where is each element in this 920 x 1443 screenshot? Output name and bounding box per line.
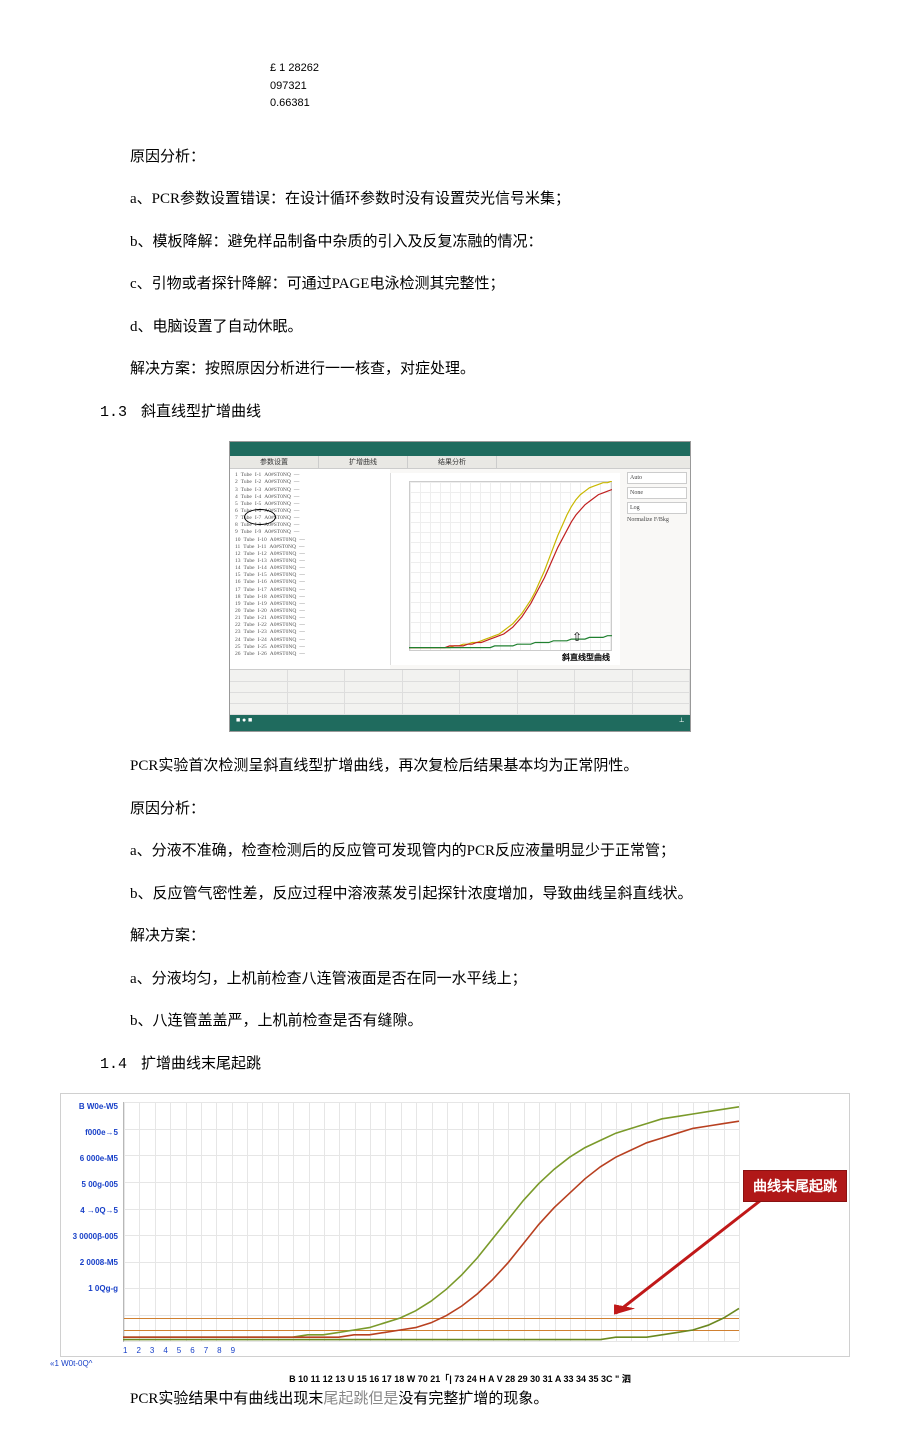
sec13-a: a、分液不准确，检查检测后的反应管可发现管内的PCR反应液量明显少于正常管； bbox=[100, 837, 820, 866]
fig1-right-checkbox: Normalize F/Bkg bbox=[627, 517, 687, 523]
num-line-3: 0.66381 bbox=[270, 95, 820, 113]
reason-title-12: 原因分析： bbox=[100, 143, 820, 172]
sec14-last-after: 没有完整扩增的现象。 bbox=[398, 1391, 548, 1407]
fig2-curves bbox=[123, 1102, 739, 1342]
fig1-right-opt-2: None bbox=[627, 487, 687, 499]
fig1-footer: ■ ● ■⟂ bbox=[230, 715, 690, 731]
figure-1-3-wrap: 参数设置 扩增曲线 结果分析 1TubeI-1A0#ST0NQ—2TubeI-2… bbox=[100, 441, 820, 732]
section-1-4-title: 扩增曲线末尾起跳 bbox=[141, 1056, 261, 1072]
sec14-last-line: PCR实验结果中有曲线出现末尾起跳但是没有完整扩增的现象。 bbox=[100, 1387, 820, 1408]
fig1-toolbar bbox=[230, 442, 690, 456]
reason-12-d: d、电脑设置了自动休眠。 bbox=[100, 313, 820, 342]
section-1-4-heading: 1.4 扩增曲线末尾起跳 bbox=[100, 1050, 820, 1080]
fig1-right-opt-3: Log bbox=[627, 502, 687, 514]
figure-1-3-screenshot: 参数设置 扩增曲线 结果分析 1TubeI-1A0#ST0NQ—2TubeI-2… bbox=[229, 441, 691, 732]
fig1-right-panel: Auto None Log Normalize F/Bkg bbox=[624, 469, 690, 669]
sec14-last-before: PCR实验结果中有曲线出现末 bbox=[130, 1391, 323, 1407]
figure-1-4: B W0e-W5f000e→56 000e-M55 00g-0054 →0Q→5… bbox=[60, 1093, 850, 1357]
section-1-3-title: 斜直线型扩增曲线 bbox=[141, 404, 261, 420]
header-numeric-block: £ 1 28262 097321 0.66381 bbox=[270, 60, 820, 113]
fig1-tabs: 参数设置 扩增曲线 结果分析 bbox=[230, 456, 690, 469]
sec14-last-gray: 尾起跳但是 bbox=[323, 1391, 398, 1407]
sec13-sol-a: a、分液均匀，上机前检查八连管液面是否在同一水平线上； bbox=[100, 965, 820, 994]
fig1-tab-1: 参数设置 bbox=[230, 456, 319, 468]
num-line-2: 097321 bbox=[270, 78, 820, 96]
section-1-3-heading: 1.3 斜直线型扩增曲线 bbox=[100, 398, 820, 428]
sec13-solution-title: 解决方案： bbox=[100, 922, 820, 951]
reason-12-a: a、PCR参数设置错误：在设计循环参数时没有设置荧光信号米集； bbox=[100, 185, 820, 214]
fig1-annotation-label: 斜直线型曲线 bbox=[562, 652, 610, 663]
sec13-reason-title: 原因分析： bbox=[100, 795, 820, 824]
num-line-1: £ 1 28262 bbox=[270, 60, 820, 78]
reason-12-b: b、模板降解：避免样品制备中杂质的引入及反复冻融的情况： bbox=[100, 228, 820, 257]
reason-12-c: c、引物或者探针降解：可通过PAGE电泳检测其完整性； bbox=[100, 270, 820, 299]
fig1-tab-2: 扩增曲线 bbox=[319, 456, 408, 468]
fig1-tab-3: 结果分析 bbox=[408, 456, 497, 468]
fig1-data-table: 1TubeI-1A0#ST0NQ—2TubeI-2A0#ST0NQ—3TubeI… bbox=[230, 469, 390, 669]
fig1-bottom-table bbox=[230, 669, 690, 715]
sec13-desc: PCR实验首次检测呈斜直线型扩增曲线，再次复检后结果基本均为正常阴性。 bbox=[100, 752, 820, 781]
sec13-b: b、反应管气密性差，反应过程中溶液蒸发引起探针浓度增加，导致曲线呈斜直线状。 bbox=[100, 880, 820, 909]
fig2-x-axis-numbers: 1 2 3 4 5 6 7 8 9 bbox=[61, 1342, 849, 1356]
section-1-4-num: 1.4 bbox=[100, 1056, 127, 1073]
fig1-right-opt-1: Auto bbox=[627, 472, 687, 484]
fig2-x-caption: B 10 11 12 13 U 15 16 17 18 W 70 21「| 73… bbox=[100, 1372, 820, 1385]
sec13-sol-b: b、八连管盖盖严，上机前检查是否有缝隙。 bbox=[100, 1007, 820, 1036]
fig1-curves bbox=[409, 481, 612, 651]
section-1-3-num: 1.3 bbox=[100, 404, 127, 421]
fig2-chart-area: B W0e-W5f000e→56 000e-M55 00g-0054 →0Q→5… bbox=[123, 1102, 739, 1342]
fig2-callout-badge: 曲线末尾起跳 bbox=[743, 1170, 847, 1202]
fig1-chart: ⇧ 斜直线型曲线 bbox=[390, 473, 620, 665]
solution-12: 解决方案：按照原因分析进行一一核查，对症处理。 bbox=[100, 355, 820, 384]
fig1-arrow-icon: ⇧ bbox=[572, 630, 582, 645]
